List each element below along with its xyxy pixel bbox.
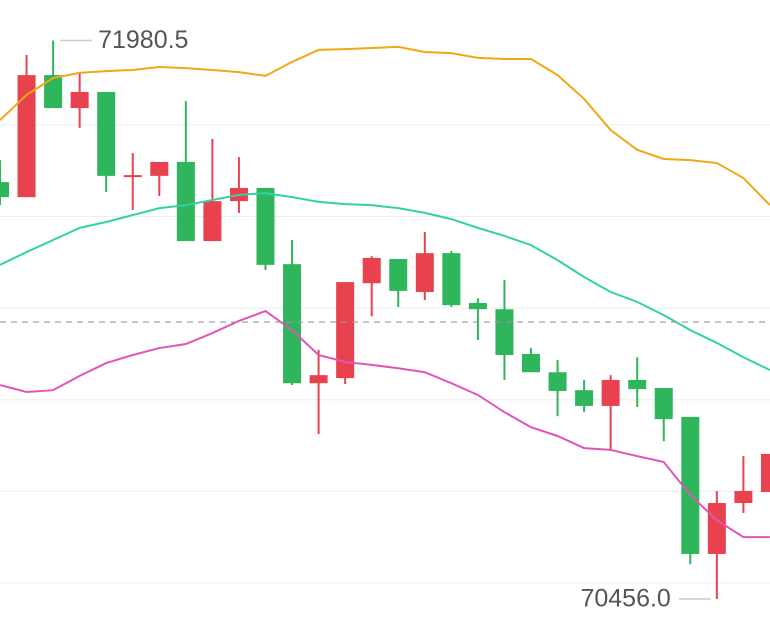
candle-body [389,259,408,291]
candle-body [44,75,63,109]
candle-body [468,302,487,310]
candle-body [123,175,142,178]
candle-body [362,257,381,284]
candle-body [336,282,355,379]
candle-body [442,253,461,306]
candle-body [681,416,700,554]
candle-body [522,353,540,373]
candle-body [97,91,116,176]
candle-body [707,503,726,554]
candle-body [17,75,36,198]
candle-body [283,264,302,384]
candle-body [176,161,195,242]
candle-body [575,390,594,406]
candle-body [548,372,567,391]
candle-body [601,379,620,406]
candle-body [760,453,770,493]
band-line [0,192,770,371]
candle-body [495,309,514,356]
candle-body [309,375,328,384]
band-line [0,309,770,539]
candle-body [0,182,9,198]
candle-body [150,161,169,176]
band-line [0,45,770,206]
max-label: 71980.5 [98,26,188,54]
min-label: 70456.0 [580,585,670,613]
candle-body [734,490,753,504]
candle-body [415,253,434,293]
candle-body [70,91,89,109]
candle-body [203,201,222,242]
candle-body [256,187,275,265]
candle-body [654,387,673,420]
candle-body [628,379,647,390]
